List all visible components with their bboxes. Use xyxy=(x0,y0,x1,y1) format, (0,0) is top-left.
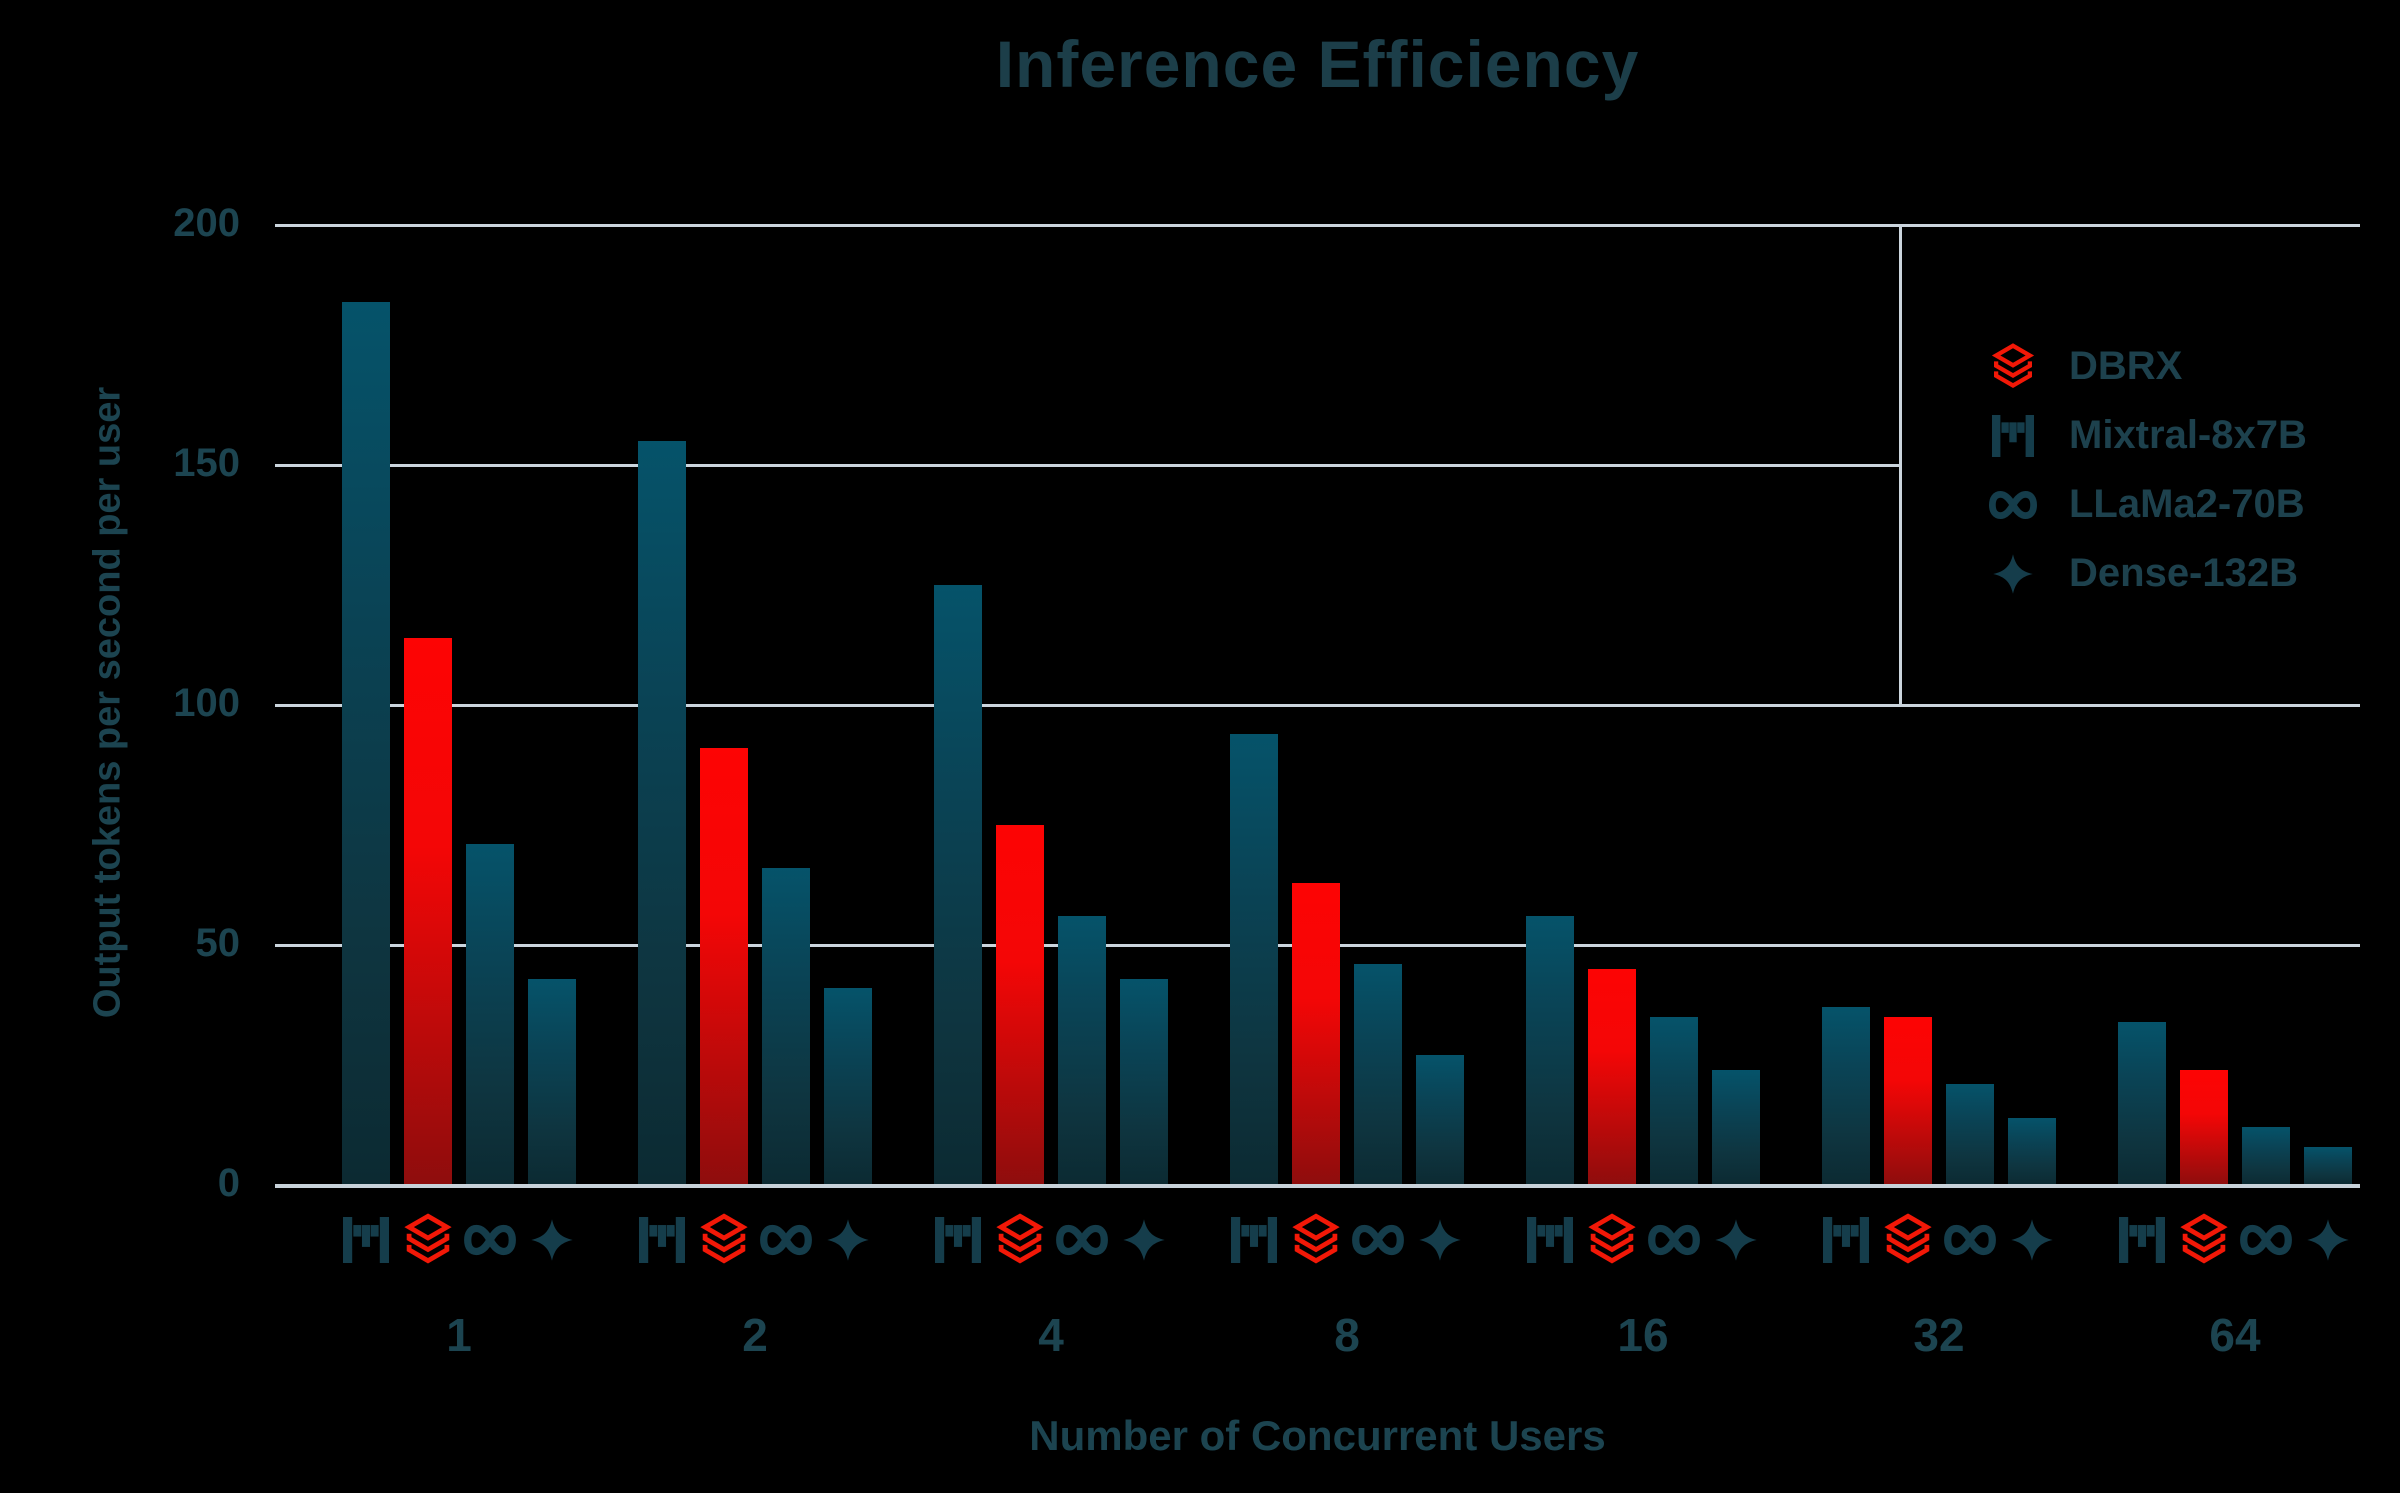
legend-row-dbrx: DBRX xyxy=(1985,332,2307,401)
gridline-y150 xyxy=(275,463,1900,467)
bar-Dense-132B-users-16 xyxy=(1712,1070,1760,1185)
meta-infinity-icon xyxy=(463,1213,517,1267)
gridline-y100 xyxy=(275,703,2360,707)
bar-LLaMa2-70B-users-64 xyxy=(2242,1127,2290,1185)
mistral-m-icon xyxy=(935,1217,981,1263)
sparkle-star-icon xyxy=(1417,1217,1463,1263)
y-tick-50: 50 xyxy=(195,921,241,965)
legend-label-dbrx: DBRX xyxy=(2069,344,2183,388)
bar-Mixtral-8x7B-users-1 xyxy=(342,302,390,1185)
meta-infinity-icon xyxy=(759,1213,813,1267)
x-tick-users-4: 4 xyxy=(1038,1309,1064,1361)
bar-DBRX-users-1 xyxy=(404,638,452,1185)
meta-infinity-icon xyxy=(1647,1213,1701,1267)
mistral-m-icon xyxy=(1823,1217,1869,1263)
x-tick-users-8: 8 xyxy=(1334,1309,1360,1361)
gridline-y200 xyxy=(275,223,2360,227)
bar-LLaMa2-70B-users-2 xyxy=(762,868,810,1185)
sparkle-star-icon xyxy=(825,1217,871,1263)
bar-Mixtral-8x7B-users-32 xyxy=(1822,1007,1870,1185)
bar-LLaMa2-70B-users-8 xyxy=(1354,964,1402,1185)
bar-DBRX-users-16 xyxy=(1588,969,1636,1185)
mistral-m-icon xyxy=(1527,1217,1573,1263)
y-tick-150: 150 xyxy=(173,441,240,485)
databricks-icon xyxy=(1880,1212,1936,1268)
bar-LLaMa2-70B-users-32 xyxy=(1946,1084,1994,1185)
bar-Mixtral-8x7B-users-64 xyxy=(2118,1022,2166,1185)
bar-Mixtral-8x7B-users-4 xyxy=(934,585,982,1185)
databricks-icon xyxy=(2176,1212,2232,1268)
bar-DBRX-users-2 xyxy=(700,748,748,1185)
legend-box-divider xyxy=(1898,225,1902,705)
sparkle-star-icon xyxy=(529,1217,575,1263)
sparkle-star-icon xyxy=(1985,552,2041,596)
legend-label-llama: LLaMa2-70B xyxy=(2069,482,2305,526)
legend: DBRX Mixtral-8x7B LLaMa2-70B Dense-132B xyxy=(1985,332,2307,608)
mistral-m-icon xyxy=(639,1217,685,1263)
bar-Dense-132B-users-32 xyxy=(2008,1118,2056,1185)
meta-infinity-icon xyxy=(1943,1213,1997,1267)
sparkle-star-icon xyxy=(1713,1217,1759,1263)
x-tick-users-64: 64 xyxy=(2209,1309,2261,1361)
databricks-icon xyxy=(696,1212,752,1268)
meta-infinity-icon xyxy=(1985,480,2041,530)
bar-DBRX-users-8 xyxy=(1292,883,1340,1185)
x-tick-users-16: 16 xyxy=(1617,1309,1669,1361)
x-axis-label: Number of Concurrent Users xyxy=(1029,1412,1606,1459)
legend-label-dense: Dense-132B xyxy=(2069,551,2299,595)
bar-Dense-132B-users-1 xyxy=(528,979,576,1185)
x-axis-baseline xyxy=(275,1184,2360,1188)
bar-Dense-132B-users-4 xyxy=(1120,979,1168,1185)
databricks-icon xyxy=(1584,1212,1640,1268)
chart-title: Inference Efficiency xyxy=(995,27,1640,101)
mistral-m-icon xyxy=(1231,1217,1277,1263)
databricks-icon xyxy=(992,1212,1048,1268)
bar-LLaMa2-70B-users-16 xyxy=(1650,1017,1698,1185)
meta-infinity-icon xyxy=(1055,1213,1109,1267)
databricks-icon xyxy=(400,1212,456,1268)
sparkle-star-icon xyxy=(2305,1217,2351,1263)
y-tick-200: 200 xyxy=(173,201,240,245)
bar-Dense-132B-users-2 xyxy=(824,988,872,1185)
x-tick-users-1: 1 xyxy=(446,1309,472,1361)
legend-row-mixtral: Mixtral-8x7B xyxy=(1985,401,2307,470)
bar-DBRX-users-64 xyxy=(2180,1070,2228,1185)
bar-DBRX-users-32 xyxy=(1884,1017,1932,1185)
mistral-m-icon xyxy=(343,1217,389,1263)
bar-LLaMa2-70B-users-1 xyxy=(466,844,514,1185)
bar-DBRX-users-4 xyxy=(996,825,1044,1185)
legend-label-mixtral: Mixtral-8x7B xyxy=(2069,413,2307,457)
bar-Mixtral-8x7B-users-2 xyxy=(638,441,686,1185)
y-tick-0: 0 xyxy=(217,1161,240,1205)
databricks-icon xyxy=(1288,1212,1344,1268)
bar-Dense-132B-users-8 xyxy=(1416,1055,1464,1185)
bar-Mixtral-8x7B-users-8 xyxy=(1230,734,1278,1185)
meta-infinity-icon xyxy=(2239,1213,2293,1267)
databricks-icon xyxy=(1985,342,2041,392)
y-tick-100: 100 xyxy=(173,681,240,725)
bar-LLaMa2-70B-users-4 xyxy=(1058,916,1106,1185)
bar-Dense-132B-users-64 xyxy=(2304,1147,2352,1185)
bar-Mixtral-8x7B-users-16 xyxy=(1526,916,1574,1185)
x-tick-users-2: 2 xyxy=(742,1309,768,1361)
mistral-m-icon xyxy=(1985,414,2041,457)
legend-row-dense: Dense-132B xyxy=(1985,539,2307,608)
mistral-m-icon xyxy=(2119,1217,2165,1263)
sparkle-star-icon xyxy=(2009,1217,2055,1263)
x-tick-users-32: 32 xyxy=(1913,1309,1965,1361)
sparkle-star-icon xyxy=(1121,1217,1167,1263)
meta-infinity-icon xyxy=(1351,1213,1405,1267)
legend-row-llama: LLaMa2-70B xyxy=(1985,470,2307,539)
